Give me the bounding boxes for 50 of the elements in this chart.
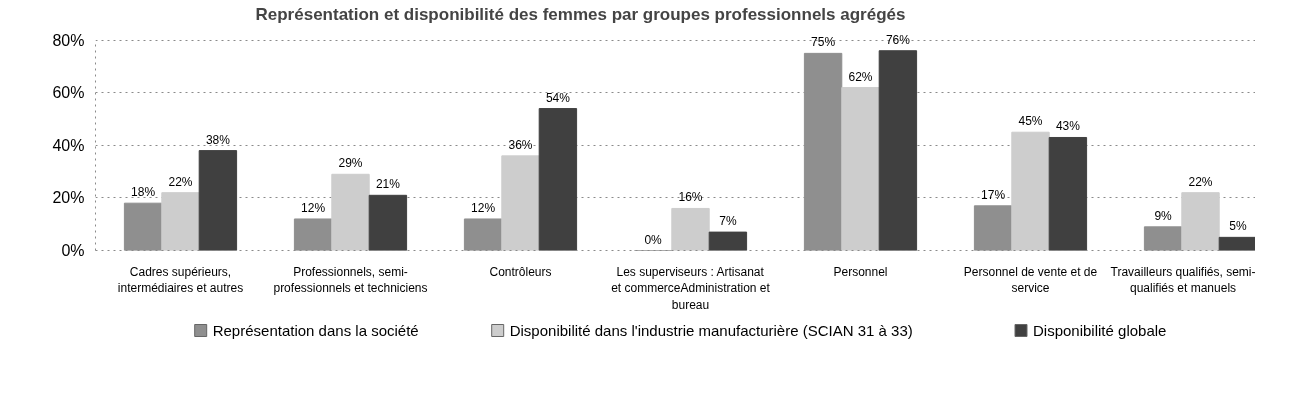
legend-label: Disponibilité dans l'industrie manufacturière (SCIAN 31 à 33) [509, 322, 913, 339]
bar [368, 194, 408, 251]
data-label: 16% [678, 190, 703, 205]
bar [161, 192, 200, 251]
x-tick-label: Contrôleurs [489, 264, 552, 279]
bar [331, 173, 370, 251]
bar [878, 50, 918, 251]
y-tick-label: 80% [52, 31, 85, 49]
y-tick-label: 40% [52, 136, 85, 154]
data-label: 22% [1188, 174, 1213, 189]
bar [1011, 131, 1050, 251]
data-label: 5% [1229, 219, 1247, 234]
data-label: 29% [338, 156, 363, 171]
x-tick-label: Travailleurs qualifiés, semi-qualifiés et manuels [1110, 264, 1256, 296]
data-label: 7% [719, 214, 737, 229]
bar [198, 150, 238, 251]
data-label: 45% [1018, 114, 1043, 129]
bar [841, 87, 880, 251]
bar [1181, 192, 1220, 251]
bar [538, 108, 578, 251]
legend-label: Représentation dans la société [212, 322, 419, 339]
x-tick-label: Personnel [833, 264, 888, 279]
x-tick-label: Cadres supérieurs, intermédiaires et autres [117, 264, 244, 296]
x-tick-label: Personnel de vente et de service [963, 264, 1098, 296]
data-label: 38% [205, 132, 231, 147]
bar [671, 207, 710, 251]
data-label: 12% [301, 200, 326, 215]
data-label: 22% [168, 174, 193, 189]
data-label: 36% [508, 137, 533, 152]
bar [1048, 136, 1088, 251]
chart-title: Représentation et disponibilité des femmes par groupes professionnels agrégés [255, 4, 906, 24]
y-tick-label: 60% [52, 84, 85, 102]
x-tick-label: Professionnels, semi-professionnels et techniciens [273, 264, 428, 296]
data-label: 12% [471, 200, 496, 215]
data-label: 54% [545, 90, 571, 105]
bar [501, 155, 540, 251]
y-tick-label: 20% [52, 189, 85, 207]
bar [708, 231, 748, 251]
data-label: 62% [848, 69, 873, 84]
y-tick-label: 0% [61, 242, 85, 259]
data-label: 17% [981, 187, 1006, 202]
data-label: 21% [375, 177, 401, 192]
x-tick-label: Les superviseurs : Artisanat et commerceAdministration et bureau [611, 264, 771, 313]
legend-label: Disponibilité globale [1033, 322, 1167, 339]
data-label: 43% [1055, 119, 1081, 134]
data-label: 9% [1154, 208, 1173, 223]
data-label: 18% [131, 185, 156, 200]
data-label: 75% [811, 35, 836, 50]
data-label: 76% [885, 32, 911, 47]
data-label: 0% [644, 232, 663, 247]
